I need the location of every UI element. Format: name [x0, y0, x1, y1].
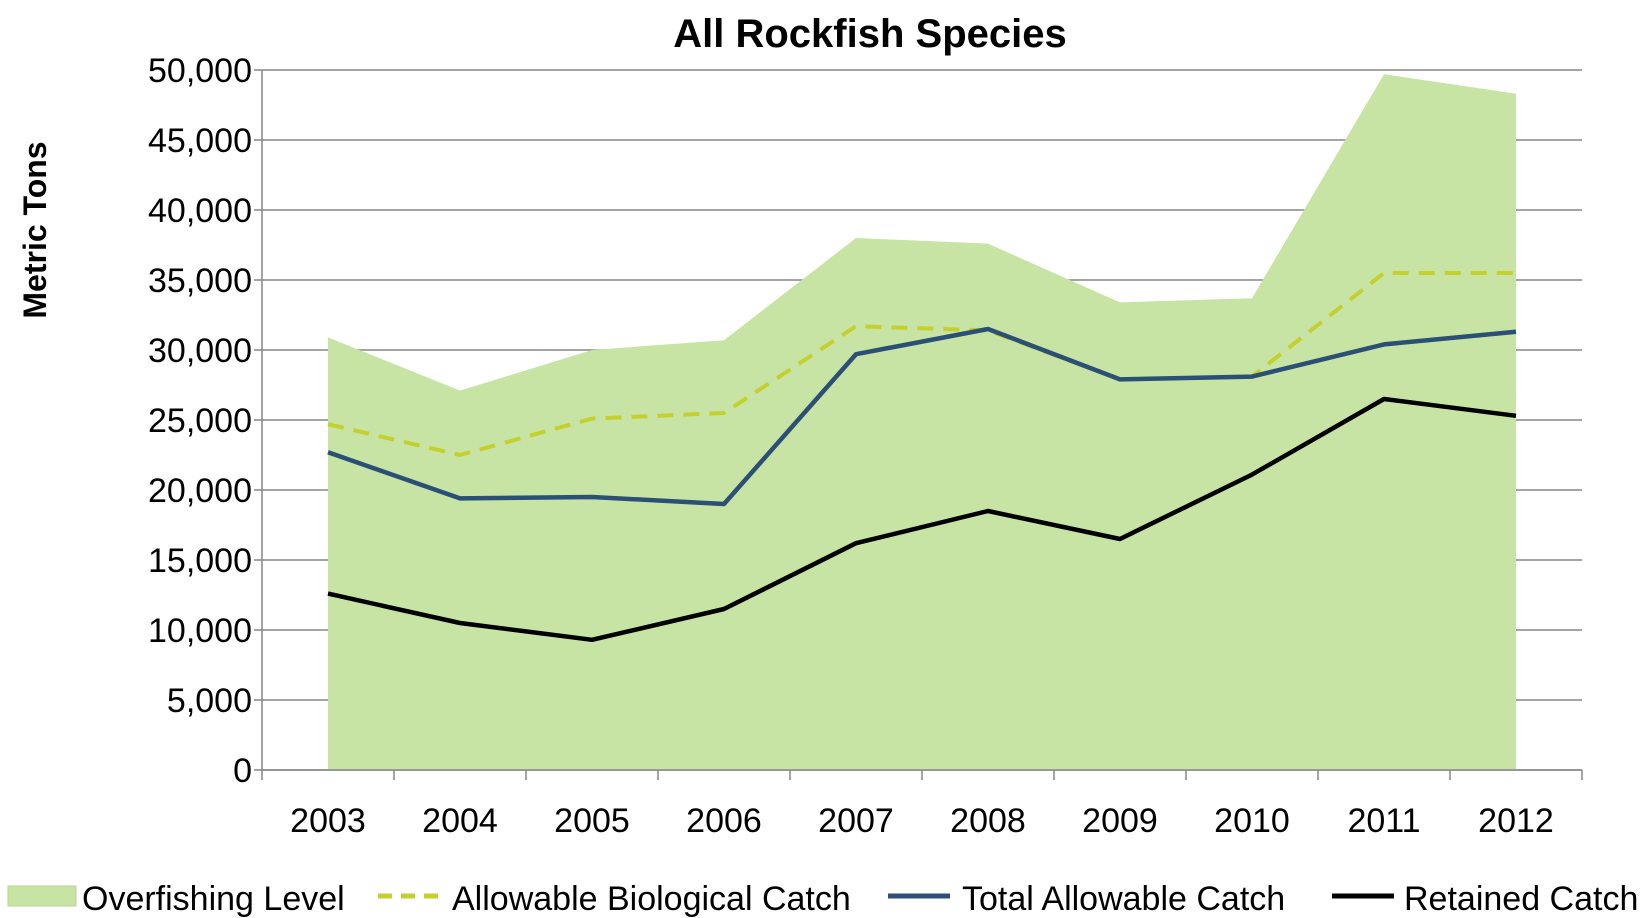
y-tick-label: 30,000 [148, 332, 252, 370]
legend-label-overfishing-level: Overfishing Level [82, 880, 345, 918]
series-line-allowable-biological-catch [327, 271, 1516, 457]
axes [254, 69, 1583, 780]
x-tick-label: 2009 [1082, 802, 1158, 840]
series-line-total-allowable-catch [327, 326, 1517, 507]
y-tick-label: 25,000 [148, 402, 252, 440]
x-tick-label: 2004 [422, 802, 498, 840]
y-tick-labels: 0 5,000 10,000 15,000 20,000 25,000 30,000 35,0… [148, 52, 252, 790]
y-tick-label: 0 [233, 752, 252, 790]
x-tick-label: 2003 [290, 802, 366, 840]
y-tick-label: 10,000 [148, 612, 252, 650]
x-tick-label: 2008 [950, 802, 1026, 840]
y-tick-label: 5,000 [167, 682, 252, 720]
x-tick-label: 2010 [1214, 802, 1290, 840]
chart-title: All Rockfish Species [673, 12, 1066, 56]
y-tick-label: 35,000 [148, 262, 252, 300]
x-tick-label: 2006 [686, 802, 762, 840]
series-area-overfishing-level [328, 74, 1516, 770]
legend-label-total-allowable-catch: Total Allowable Catch [962, 880, 1285, 918]
x-tick-label: 2005 [554, 802, 630, 840]
legend-label-retained-catch: Retained Catch [1404, 880, 1638, 918]
legend: Overfishing Level Allowable Biological Ca… [7, 880, 1638, 918]
y-tick-label: 50,000 [148, 52, 252, 90]
series-lines [327, 271, 1517, 643]
legend-label-allowable-biological-catch: Allowable Biological Catch [452, 880, 851, 918]
x-tick-label: 2007 [818, 802, 894, 840]
series-line-retained-catch [327, 396, 1517, 643]
y-tick-label: 20,000 [148, 472, 252, 510]
legend-swatch-overfishing-level [7, 885, 77, 907]
x-tick-labels: 2003 2004 2005 2006 2007 2008 2009 2010 2011 2012 [290, 802, 1554, 840]
y-tick-label: 40,000 [148, 192, 252, 230]
y-axis-label: Metric Tons [17, 141, 53, 318]
plot-area [328, 74, 1516, 770]
x-tick-label: 2012 [1478, 802, 1554, 840]
x-tick-label: 2011 [1347, 802, 1420, 840]
y-tick-label: 45,000 [148, 122, 252, 160]
y-tick-label: 15,000 [148, 542, 252, 580]
